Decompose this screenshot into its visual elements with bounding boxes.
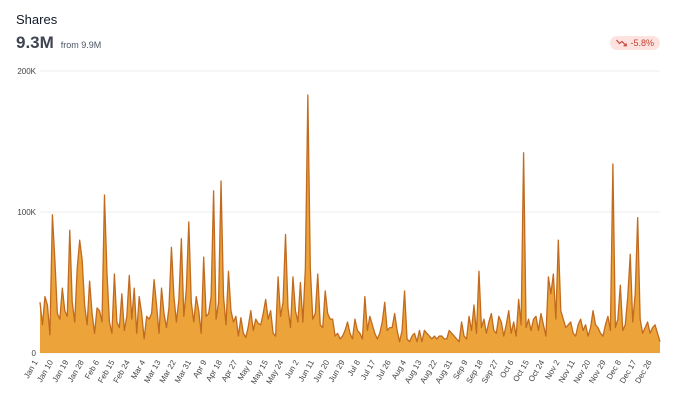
x-tick-label: Jan 28 — [66, 358, 86, 384]
x-tick-label: Oct 24 — [527, 358, 547, 383]
change-value: -5.8% — [630, 38, 654, 48]
trend-down-icon — [616, 39, 628, 47]
series-line — [39, 94, 661, 343]
chart-title: Shares — [16, 12, 58, 27]
metric-summary: 9.3M from 9.9M — [16, 33, 101, 53]
metric-value: 9.3M — [16, 33, 54, 52]
change-badge: -5.8% — [610, 36, 660, 50]
chart-series — [39, 94, 661, 353]
metric-previous: from 9.9M — [60, 40, 102, 50]
y-axis-labels: 0 100K 200K — [17, 67, 36, 358]
y-tick-label: 0 — [32, 349, 37, 358]
x-tick-label: Apr 27 — [220, 358, 240, 383]
series-area — [40, 94, 660, 353]
x-tick-label: Jul 26 — [374, 358, 393, 381]
y-tick-label: 100K — [17, 208, 36, 217]
x-tick-label: Jun 29 — [327, 358, 347, 384]
y-tick-label: 200K — [17, 67, 36, 76]
